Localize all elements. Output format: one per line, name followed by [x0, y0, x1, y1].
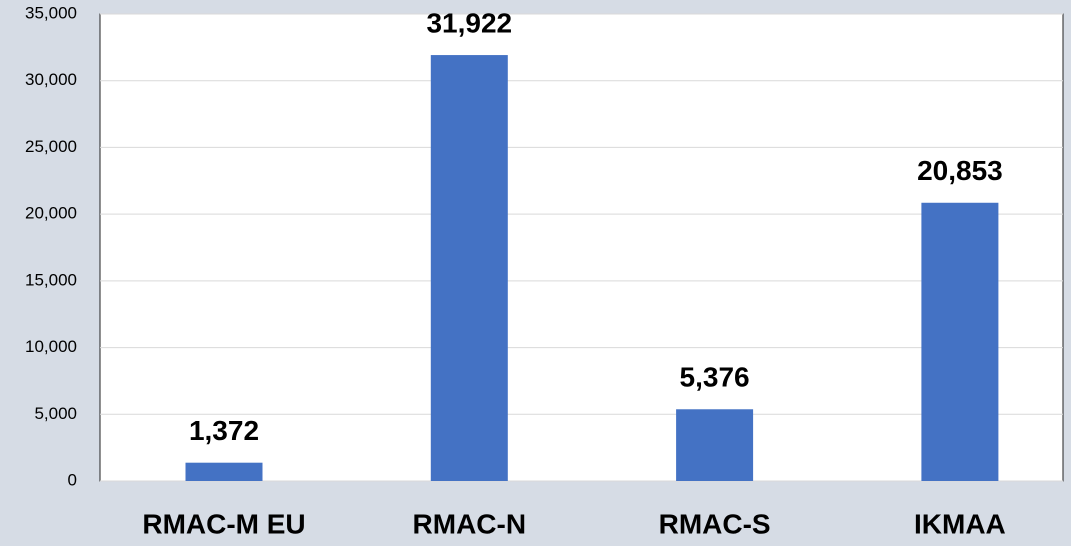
y-tick-label: 15,000	[25, 270, 77, 289]
data-label: 20,853	[917, 155, 1003, 186]
y-tick-label: 25,000	[25, 137, 77, 156]
x-tick-label: IKMAA	[914, 508, 1006, 539]
y-tick-label: 30,000	[25, 70, 77, 89]
data-label: 5,376	[680, 362, 750, 393]
bar	[676, 409, 754, 481]
bar	[921, 202, 999, 481]
bar	[185, 462, 263, 481]
plot-area	[99, 13, 1064, 482]
x-tick-label: RMAC-N	[413, 508, 527, 539]
data-label: 1,372	[189, 415, 259, 446]
y-tick-label: 20,000	[25, 204, 77, 223]
x-tick-label: RMAC-S	[659, 508, 771, 539]
data-label: 31,922	[426, 7, 512, 38]
y-tick-label: 35,000	[25, 3, 77, 22]
x-tick-label: RMAC-M EU	[142, 508, 305, 539]
y-tick-label: 5,000	[34, 404, 77, 423]
bar	[430, 55, 508, 482]
y-tick-label: 0	[68, 470, 77, 489]
y-tick-label: 10,000	[25, 337, 77, 356]
